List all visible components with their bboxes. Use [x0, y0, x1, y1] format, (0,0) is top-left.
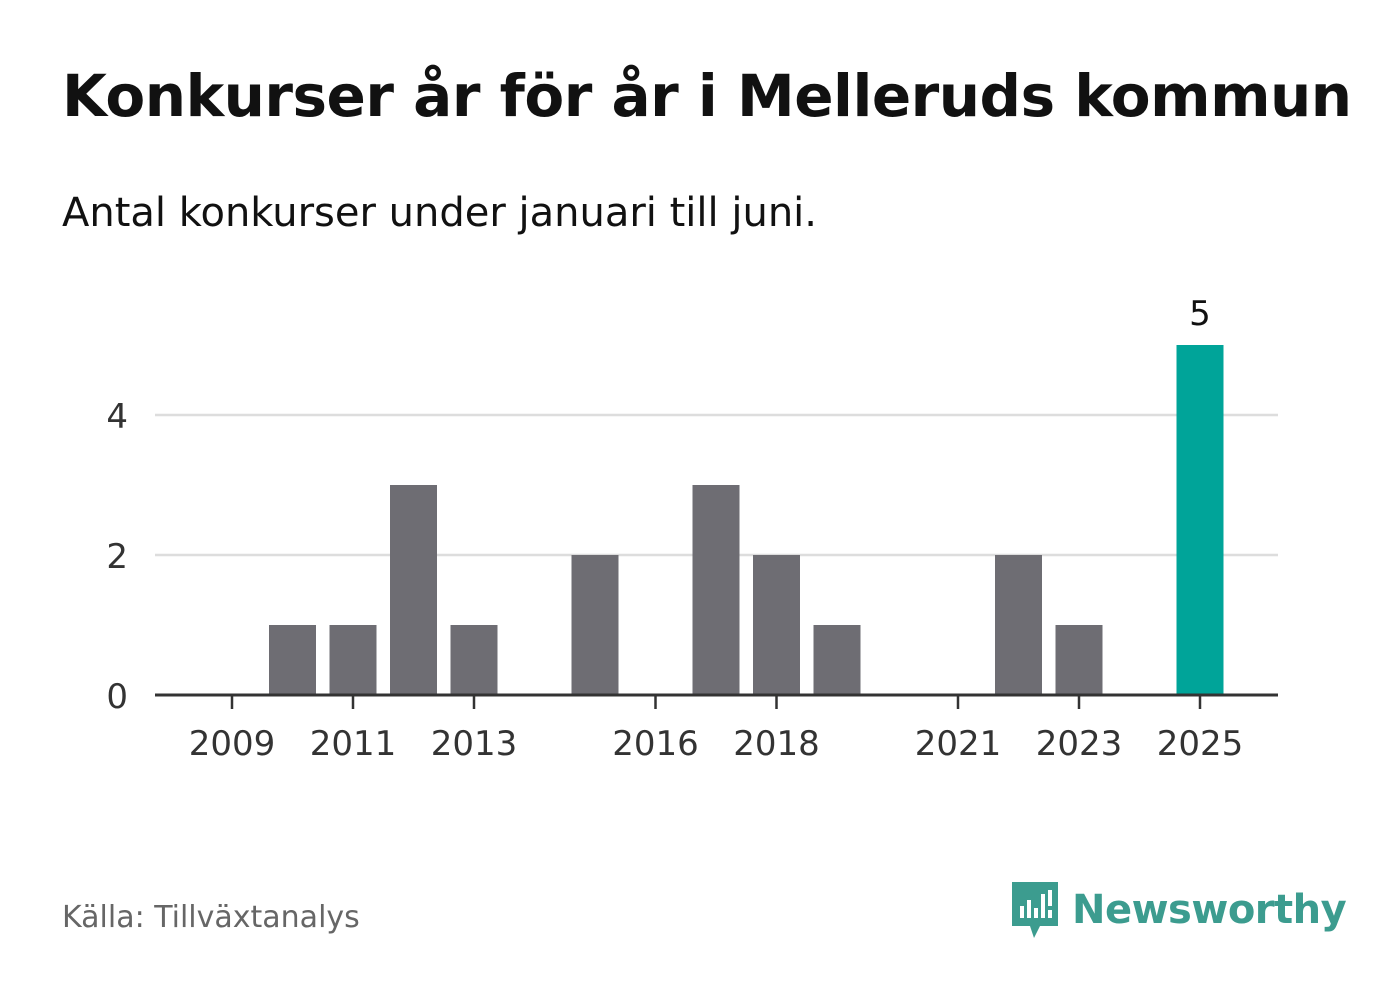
- logo-text: Newsworthy: [1072, 887, 1347, 933]
- bar-2025: [1176, 345, 1224, 695]
- bar-2015: [571, 555, 619, 695]
- bar-2013: [450, 625, 498, 695]
- chart-subtitle: Antal konkurser under januari till juni.: [62, 190, 817, 236]
- x-tick-label: 2009: [189, 724, 276, 764]
- newsworthy-bar-chart-icon: [1012, 882, 1058, 938]
- bar-2010: [269, 625, 316, 695]
- bar-2019: [813, 625, 861, 695]
- x-tick-label: 2013: [431, 724, 518, 764]
- x-tick-label: 2018: [733, 724, 820, 764]
- bar-2018: [753, 555, 800, 695]
- bar-2012: [390, 485, 437, 695]
- bar-2022: [995, 555, 1042, 695]
- bar-chart: 0 2 4 5 2009 2011 2013 2016 2018 2021 2023 2025: [106, 294, 1278, 764]
- bar-2017: [692, 485, 740, 695]
- x-tick-label: 2011: [310, 724, 397, 764]
- x-tick-label: 2021: [915, 724, 1002, 764]
- x-tick-label: 2025: [1157, 724, 1244, 764]
- chart-title: Konkurser år för år i Melleruds kommun: [62, 62, 1352, 130]
- bar-2023: [1055, 625, 1103, 695]
- x-tick-label: 2016: [612, 724, 699, 764]
- y-tick-label: 4: [106, 397, 128, 437]
- data-label: 5: [1189, 294, 1211, 334]
- x-tick-label: 2023: [1036, 724, 1123, 764]
- bar-2011: [329, 625, 377, 695]
- y-tick-label: 0: [106, 677, 128, 717]
- source-note: Källa: Tillväxtanalys: [62, 900, 360, 935]
- y-tick-label: 2: [106, 537, 128, 577]
- newsworthy-logo: Newsworthy: [1010, 880, 1347, 940]
